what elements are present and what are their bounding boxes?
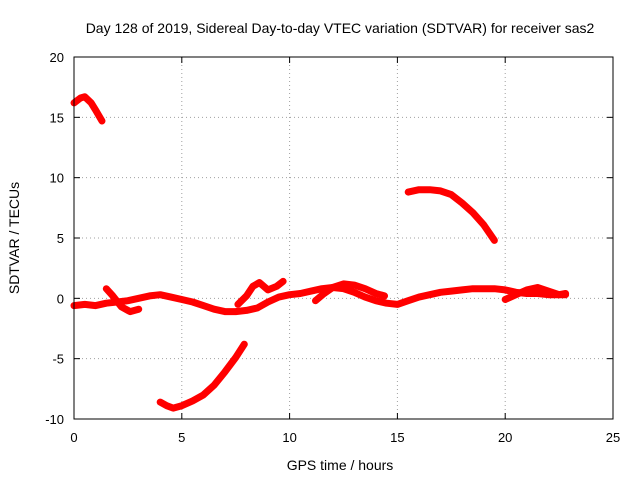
series-arc-2 — [70, 284, 570, 316]
series-arc-1 — [70, 93, 106, 125]
y-tick-label: 20 — [50, 50, 64, 65]
series-arc-8 — [404, 186, 498, 244]
grid-lines — [74, 57, 613, 419]
x-tick-label: 5 — [178, 430, 185, 445]
series-arc-4 — [234, 277, 287, 308]
series-arc-5 — [312, 280, 388, 305]
chart-title: Day 128 of 2019, Sidereal Day-to-day VTE… — [86, 20, 595, 36]
x-tick-label: 0 — [70, 430, 77, 445]
axis-ticks: 0 5 10 15 20 25 -10 -5 0 5 10 15 20 — [45, 50, 620, 445]
series-arc-7 — [156, 340, 248, 412]
series-arc-6 — [501, 284, 570, 303]
series-arc-3 — [102, 285, 143, 316]
x-tick-label: 10 — [282, 430, 296, 445]
x-tick-label: 20 — [498, 430, 512, 445]
x-tick-label: 25 — [606, 430, 620, 445]
y-tick-label: -10 — [45, 412, 64, 427]
y-tick-label: 15 — [50, 110, 64, 125]
data-series — [70, 93, 570, 412]
x-tick-label: 15 — [390, 430, 404, 445]
y-tick-label: 0 — [57, 291, 64, 306]
y-tick-label: 5 — [57, 231, 64, 246]
x-axis-label: GPS time / hours — [287, 457, 394, 473]
y-axis-label: SDTVAR / TECUs — [6, 182, 22, 294]
y-tick-label: 10 — [50, 171, 64, 186]
y-tick-label: -5 — [52, 352, 64, 367]
